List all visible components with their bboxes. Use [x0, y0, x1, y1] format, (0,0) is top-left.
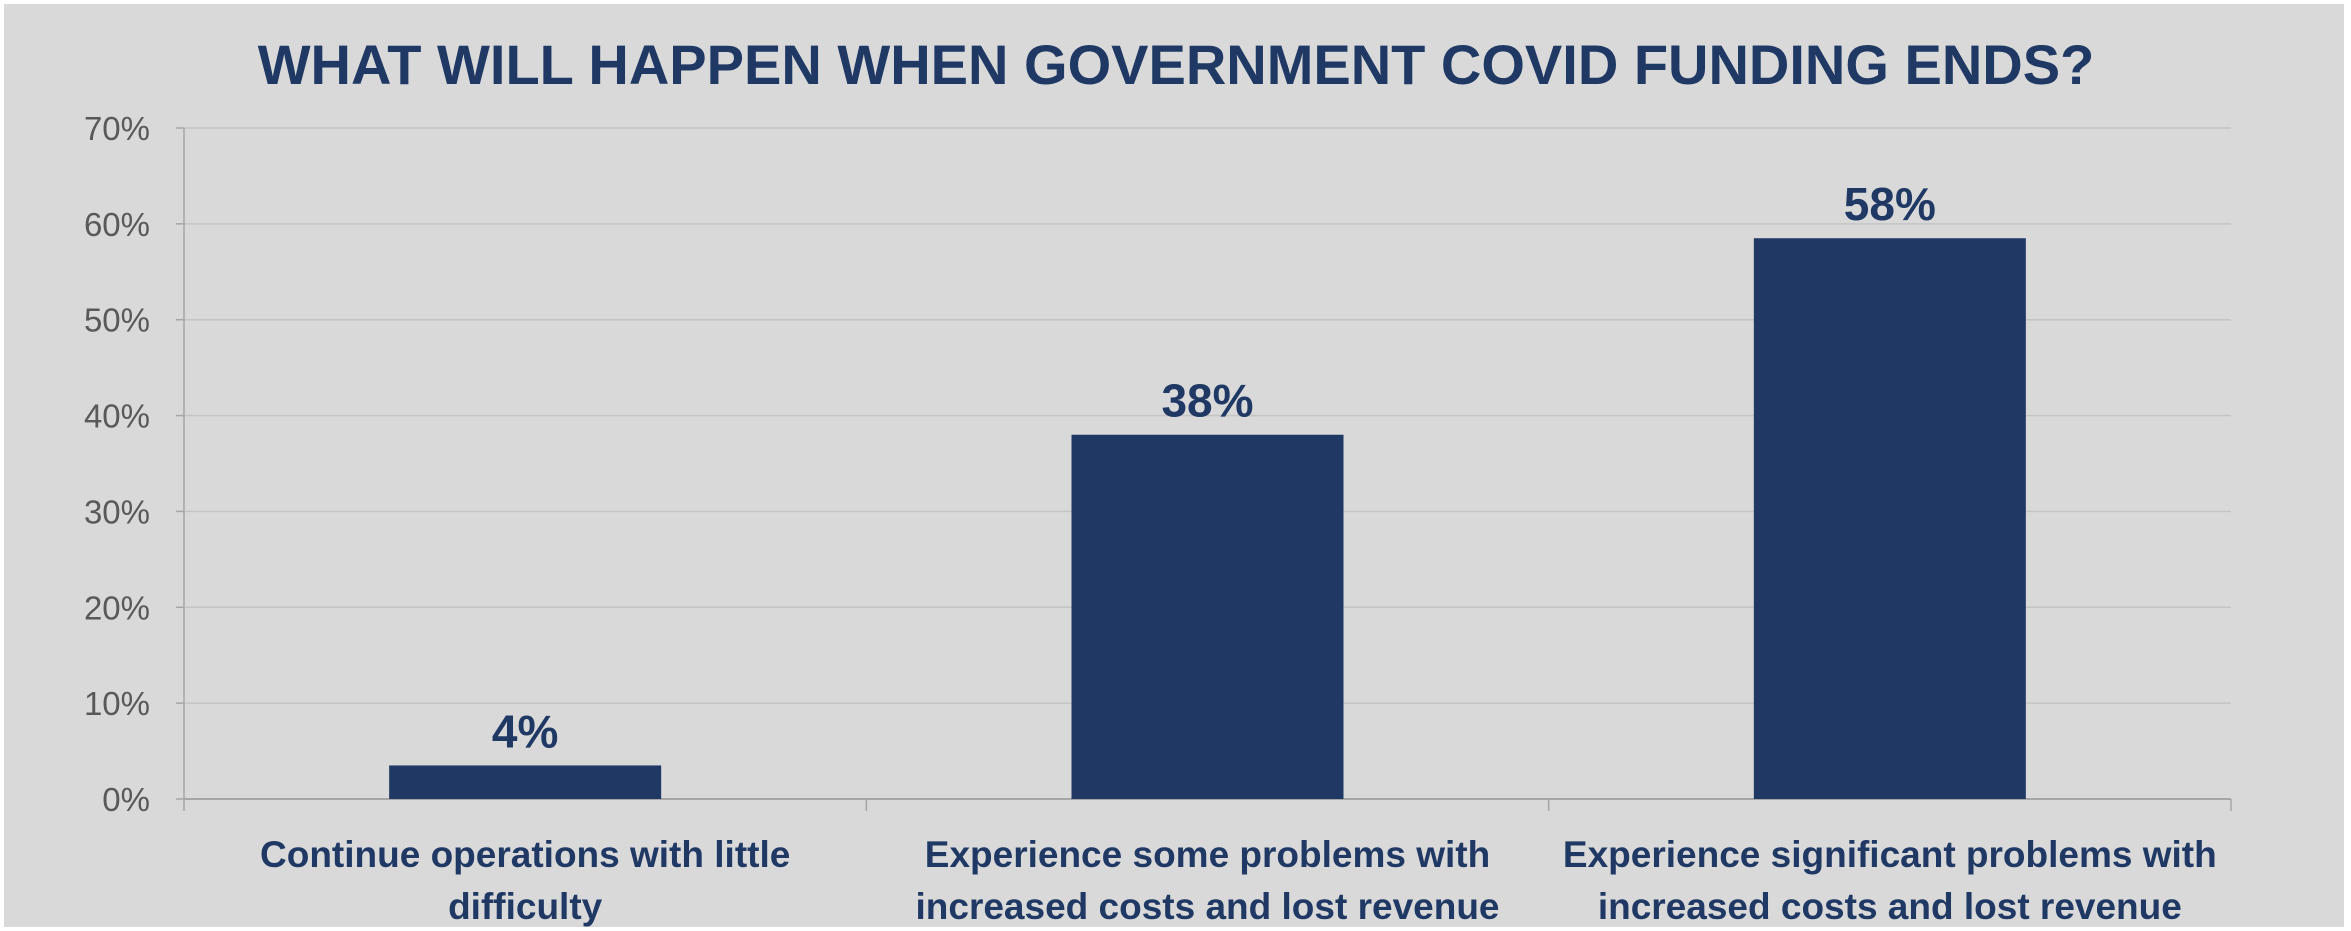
category-label-line: Experience some problems with [925, 834, 1490, 875]
category-label: Experience some problems with increased c… [915, 834, 1499, 927]
category-label-line: difficulty [448, 886, 603, 927]
category-label-line: increased costs and lost revenue [1598, 886, 2182, 927]
y-tick-label: 70% [84, 110, 150, 147]
category-label: Experience significant problems with incr… [1563, 834, 2217, 927]
chart-title: WHAT WILL HAPPEN WHEN GOVERNMENT COVID F… [258, 33, 2095, 96]
y-tick-label: 0% [102, 781, 150, 818]
y-tick-label: 10% [84, 685, 150, 722]
category-label-line: Continue operations with little [260, 834, 790, 875]
data-label: 38% [1161, 375, 1253, 427]
bar [389, 765, 662, 799]
y-tick-label: 60% [84, 206, 150, 243]
category-label: Continue operations with little difficult… [260, 834, 790, 927]
bar [1753, 238, 2026, 799]
data-label: 4% [492, 705, 558, 757]
x-axis-category-labels: Continue operations with little difficult… [260, 834, 2217, 927]
category-label-line: Experience significant problems with [1563, 834, 2217, 875]
y-axis-tick-labels: 0% 10% 20% 30% 40% 50% 60% 70% [84, 110, 150, 818]
bar [1071, 434, 1344, 799]
category-label-line: increased costs and lost revenue [915, 886, 1499, 927]
data-labels: 4% 38% 58% [492, 178, 1936, 757]
y-tick-label: 20% [84, 589, 150, 626]
data-label: 58% [1844, 178, 1936, 230]
y-tick-label: 40% [84, 398, 150, 435]
bars [389, 238, 2026, 799]
y-tick-label: 30% [84, 493, 150, 530]
y-tick-label: 50% [84, 302, 150, 339]
